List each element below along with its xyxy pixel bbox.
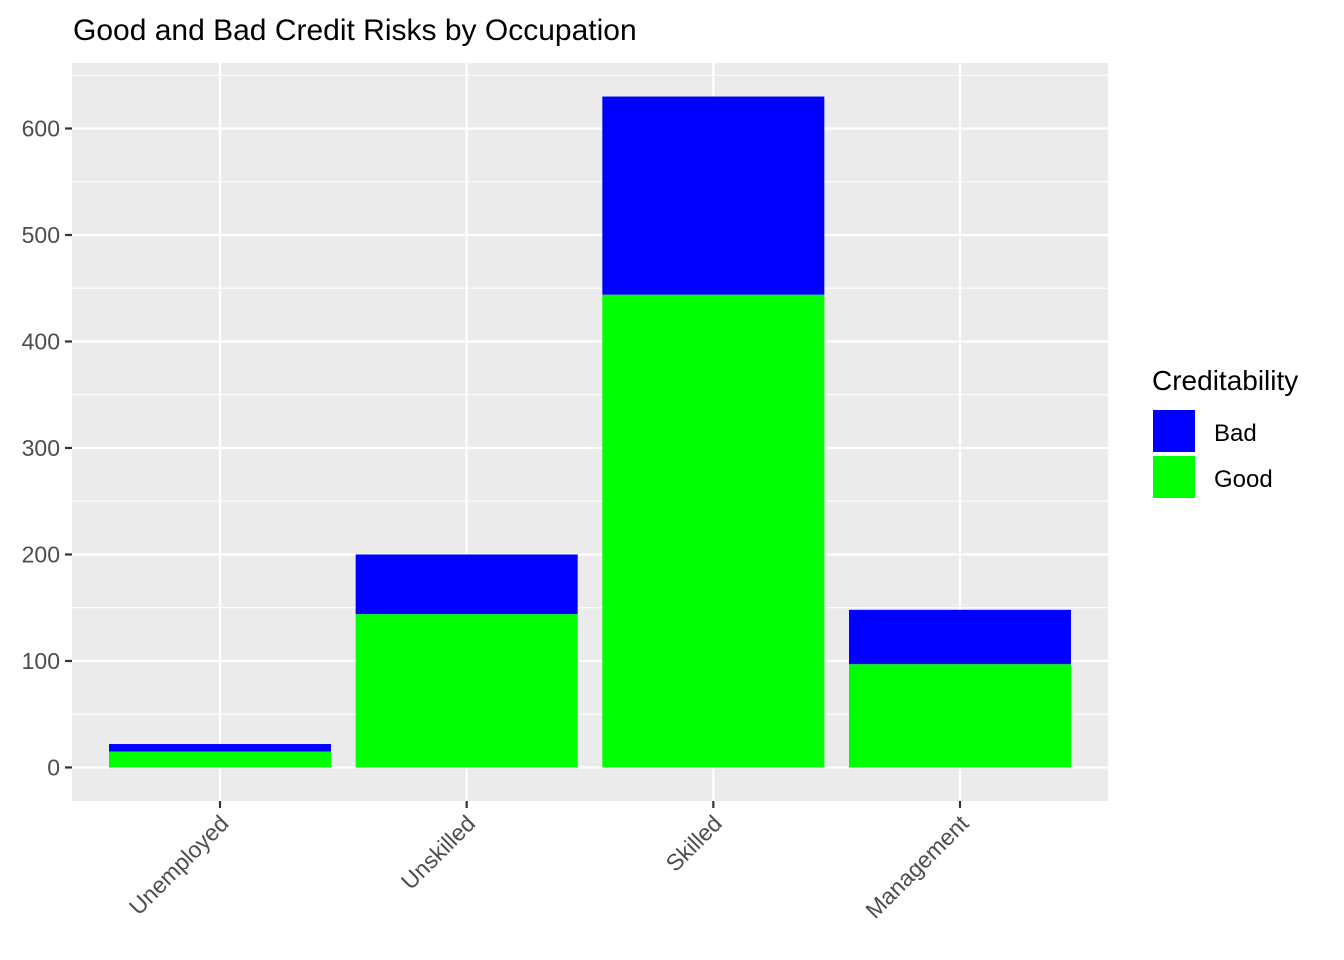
legend-swatch-bad — [1153, 410, 1195, 452]
bar-good-management — [849, 664, 1071, 768]
x-axis: Unemployed Unskilled Skilled Management — [124, 801, 974, 923]
legend-entries: Bad Good — [1153, 410, 1273, 498]
bar-bad-unemployed — [109, 744, 331, 752]
legend-label-bad: Bad — [1214, 420, 1257, 447]
bar-good-skilled — [602, 294, 825, 768]
y-tick-label: 0 — [47, 754, 60, 780]
x-tick-label: Unemployed — [124, 810, 234, 920]
bar-bad-skilled — [602, 96, 825, 295]
y-tick-label: 200 — [22, 541, 60, 567]
chart-title: Good and Bad Credit Risks by Occupation — [73, 14, 637, 47]
legend-label-good: Good — [1214, 466, 1273, 493]
x-tick-label: Unskilled — [396, 810, 480, 894]
x-tick-label: Skilled — [661, 810, 727, 876]
bar-bad-unskilled — [355, 554, 578, 615]
y-axis: 0 100 200 300 400 500 600 — [22, 115, 72, 780]
bar-good-unskilled — [355, 614, 578, 768]
y-tick-label: 100 — [22, 648, 60, 674]
y-tick-label: 600 — [22, 115, 60, 141]
legend: Creditability Bad Good — [1152, 365, 1298, 498]
bar-good-unemployed — [109, 751, 331, 768]
y-tick-label: 400 — [22, 328, 60, 354]
x-tick-label: Management — [860, 810, 974, 924]
legend-title: Creditability — [1152, 365, 1298, 396]
bar-bad-management — [849, 609, 1071, 665]
bars-group — [109, 96, 1071, 768]
minor-gridlines — [72, 74, 1108, 715]
y-tick-label: 500 — [22, 222, 60, 248]
legend-swatch-good — [1153, 456, 1195, 498]
y-tick-label: 300 — [22, 435, 60, 461]
